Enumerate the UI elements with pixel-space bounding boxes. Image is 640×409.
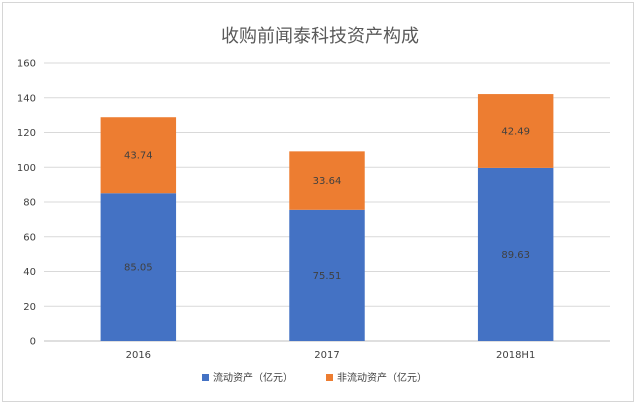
bar-segment-non-current-assets <box>477 94 554 168</box>
y-tick-label: 100 <box>17 163 36 174</box>
y-axis-ticks: 0 20 40 60 80 100 120 140 160 <box>17 59 36 348</box>
bar-segment-non-current-assets <box>100 117 177 194</box>
x-category-label: 2017 <box>314 350 339 361</box>
y-tick-label: 120 <box>17 128 36 139</box>
legend-label: 非流动资产（亿元） <box>337 371 427 384</box>
bar-segment-non-current-assets <box>289 151 365 210</box>
data-label: 75.51 <box>313 271 342 282</box>
chart-title: 收购前闻泰科技资产构成 <box>221 26 419 47</box>
y-tick-label: 0 <box>30 337 36 348</box>
data-label: 89.63 <box>501 250 530 261</box>
x-axis-categories: 2016 2017 2018H1 <box>126 350 536 361</box>
legend-label: 流动资产（亿元） <box>213 371 293 384</box>
y-tick-label: 140 <box>17 93 36 104</box>
data-label: 85.05 <box>124 263 153 274</box>
y-tick-label: 20 <box>23 302 36 313</box>
bars <box>100 94 554 341</box>
bar-segment-current-assets <box>477 167 554 341</box>
y-tick-label: 80 <box>23 198 36 209</box>
data-label: 43.74 <box>124 151 153 162</box>
y-tick-label: 160 <box>17 59 36 70</box>
data-label: 42.49 <box>501 126 530 137</box>
y-tick-label: 60 <box>23 232 36 243</box>
bar-segment-current-assets <box>100 193 177 341</box>
data-label: 33.64 <box>313 176 342 187</box>
legend: 流动资产（亿元） 非流动资产（亿元） <box>202 371 427 384</box>
bar-segment-current-assets <box>289 209 365 341</box>
data-labels: 85.05 43.74 75.51 33.64 89.63 42.49 <box>124 126 530 281</box>
x-category-label: 2018H1 <box>496 350 535 361</box>
legend-swatch <box>202 374 209 381</box>
y-tick-label: 40 <box>23 267 36 278</box>
x-category-label: 2016 <box>126 350 151 361</box>
legend-swatch <box>326 374 333 381</box>
